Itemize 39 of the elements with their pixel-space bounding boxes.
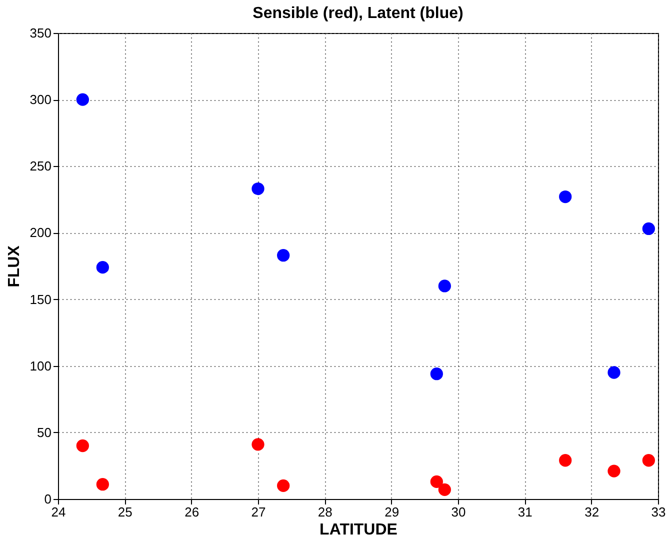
point [96,478,109,491]
point [438,280,451,292]
y-tick-label: 250 [30,158,52,174]
x-tick-label: 30 [451,504,466,520]
point [252,438,264,451]
y-tick-label: 200 [30,225,52,240]
point [277,249,290,262]
x-tick-label: 26 [184,504,200,520]
point [608,464,620,478]
x-tick-label: 25 [118,504,132,520]
x-tick-label: 27 [251,504,266,520]
point [430,368,443,380]
point [642,222,655,236]
point [76,439,89,452]
x-tick-label: 32 [584,504,600,520]
point [252,182,264,196]
x-tick-label: 29 [384,504,400,520]
y-tick-label: 150 [30,292,52,307]
point [277,479,290,492]
x-tick-label: 28 [318,504,332,520]
y-tick-label: 300 [30,92,52,108]
point [438,483,451,496]
point [642,454,655,467]
x-tick-label: 24 [51,504,66,520]
y-tick-label: 100 [30,358,52,374]
y-tick-label: 350 [30,26,52,40]
point [76,93,89,106]
y-tick-label: 50 [37,424,52,440]
y-tick-label: 0 [44,492,52,506]
y-axis-title: FLUX [6,245,23,288]
point [559,190,572,204]
point [608,366,620,379]
chart-title: Sensible (red), Latent (blue) [252,5,464,22]
point [96,261,109,274]
x-tick-label: 31 [518,504,532,520]
x-tick-label: 33 [651,504,666,520]
point [559,454,572,467]
point [430,475,443,488]
x-axis-title: LATITUDE [320,522,398,538]
